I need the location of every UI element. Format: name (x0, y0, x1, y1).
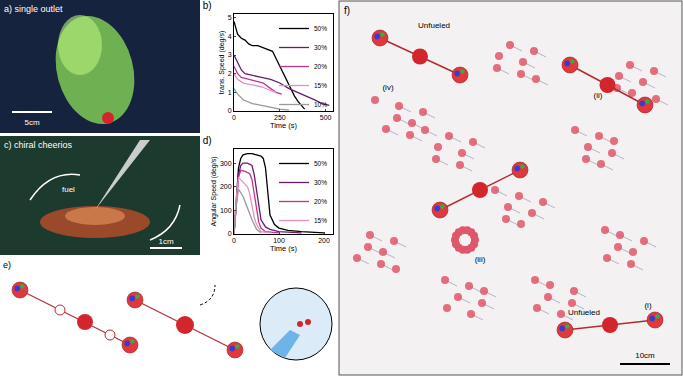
svg-text:0: 0 (228, 230, 232, 237)
svg-text:d): d) (203, 135, 212, 146)
svg-text:1cm: 1cm (158, 237, 173, 246)
svg-text:a) single outlet: a) single outlet (4, 4, 63, 14)
svg-text:30%: 30% (314, 44, 327, 51)
svg-text:15%: 15% (314, 82, 327, 89)
svg-text:Unfueled: Unfueled (418, 21, 450, 30)
svg-text:(i): (i) (644, 301, 651, 310)
svg-text:trans. Speed (deg/s): trans. Speed (deg/s) (218, 31, 226, 94)
svg-text:5: 5 (228, 14, 232, 21)
svg-text:0: 0 (232, 114, 236, 121)
svg-text:100: 100 (220, 207, 232, 214)
svg-text:200: 200 (318, 237, 330, 244)
svg-text:(ii): (ii) (594, 91, 603, 100)
svg-text:250: 250 (274, 114, 286, 121)
svg-text:0: 0 (232, 237, 236, 244)
svg-text:5cm: 5cm (24, 118, 39, 127)
svg-text:e): e) (3, 260, 11, 270)
svg-text:200: 200 (220, 183, 232, 190)
svg-text:10cm: 10cm (635, 351, 655, 360)
svg-text:Unfueled: Unfueled (568, 308, 600, 317)
svg-text:(iii): (iii) (475, 255, 486, 264)
svg-text:4: 4 (228, 33, 232, 40)
svg-text:300: 300 (220, 160, 232, 167)
svg-text:f): f) (344, 5, 350, 16)
svg-text:Time (s): Time (s) (270, 121, 298, 130)
svg-text:500: 500 (320, 114, 332, 121)
svg-text:0: 0 (228, 107, 232, 114)
svg-text:15%: 15% (314, 217, 327, 224)
svg-text:30%: 30% (314, 179, 327, 186)
svg-text:(iv): (iv) (382, 83, 393, 92)
svg-text:20%: 20% (314, 63, 327, 70)
svg-text:1: 1 (228, 89, 232, 96)
svg-text:20%: 20% (314, 198, 327, 205)
svg-text:50%: 50% (314, 160, 327, 167)
svg-text:3: 3 (228, 51, 232, 58)
svg-text:10%: 10% (314, 101, 327, 108)
svg-text:100: 100 (273, 237, 285, 244)
svg-text:2: 2 (228, 70, 232, 77)
svg-text:50%: 50% (314, 25, 327, 32)
svg-text:c) chiral cheerios: c) chiral cheerios (4, 140, 73, 150)
svg-text:Time (s): Time (s) (270, 244, 298, 253)
svg-text:b): b) (203, 0, 212, 11)
svg-text:fuel: fuel (62, 185, 75, 194)
svg-text:Angular Speed (deg/s): Angular Speed (deg/s) (210, 156, 218, 226)
